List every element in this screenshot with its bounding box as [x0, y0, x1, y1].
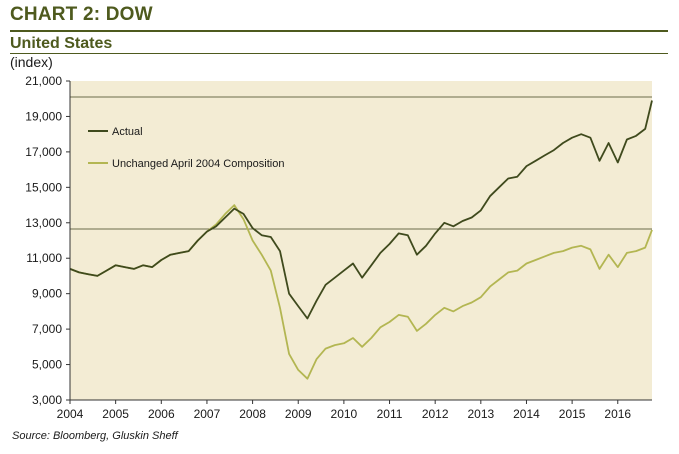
subtitle-rule: [10, 53, 668, 54]
x-tick-label: 2008: [239, 407, 266, 421]
series-line-actual: [69, 100, 653, 320]
legend-label: Unchanged April 2004 Composition: [112, 158, 284, 170]
x-tick-label: 2009: [285, 407, 312, 421]
y-tick-label: 3,000: [32, 393, 62, 407]
y-tick-label: 15,000: [25, 180, 62, 194]
plot-area: [70, 81, 652, 400]
y-tick-label: 13,000: [25, 216, 62, 230]
chart-title: CHART 2: DOW: [10, 4, 153, 25]
series-lines: [69, 100, 653, 380]
y-tick-label: 7,000: [32, 322, 62, 336]
x-tick-label: 2007: [194, 407, 221, 421]
y-tick-label: 5,000: [32, 358, 62, 372]
x-tick-label: 2013: [467, 407, 494, 421]
x-tick-label: 2016: [604, 407, 631, 421]
x-tick-label: 2010: [331, 407, 358, 421]
source-note: Source: Bloomberg, Gluskin Sheff: [12, 430, 178, 442]
y-tick-label: 11,000: [26, 251, 62, 265]
reference-lines: [70, 96, 652, 230]
x-tick-label: 2015: [559, 407, 586, 421]
legend: Actual Unchanged April 2004 Composition: [88, 126, 284, 170]
x-tick-label: 2006: [148, 407, 175, 421]
x-tick-label: 2011: [377, 407, 403, 421]
y-tick-label: 9,000: [32, 287, 62, 301]
chart-subtitle: United States: [10, 35, 113, 52]
y-tick-label: 17,000: [25, 145, 62, 159]
x-axis: 2004 2005 2006 2007 2008 2009 2010 2011 2012 2013…: [57, 400, 631, 421]
title-rule: [10, 30, 668, 32]
y-unit-label: (index): [10, 54, 53, 70]
x-tick-label: 2004: [57, 407, 84, 421]
x-tick-label: 2005: [102, 407, 129, 421]
y-tick-label: 19,000: [25, 109, 62, 123]
legend-label: Actual: [112, 126, 143, 138]
y-axis: 3,000 5,000 7,000 9,000 11,000 13,000 15,000 17…: [25, 74, 70, 407]
x-tick-label: 2012: [422, 407, 449, 421]
x-tick-label: 2014: [513, 407, 540, 421]
y-tick-label: 21,000: [25, 74, 62, 88]
